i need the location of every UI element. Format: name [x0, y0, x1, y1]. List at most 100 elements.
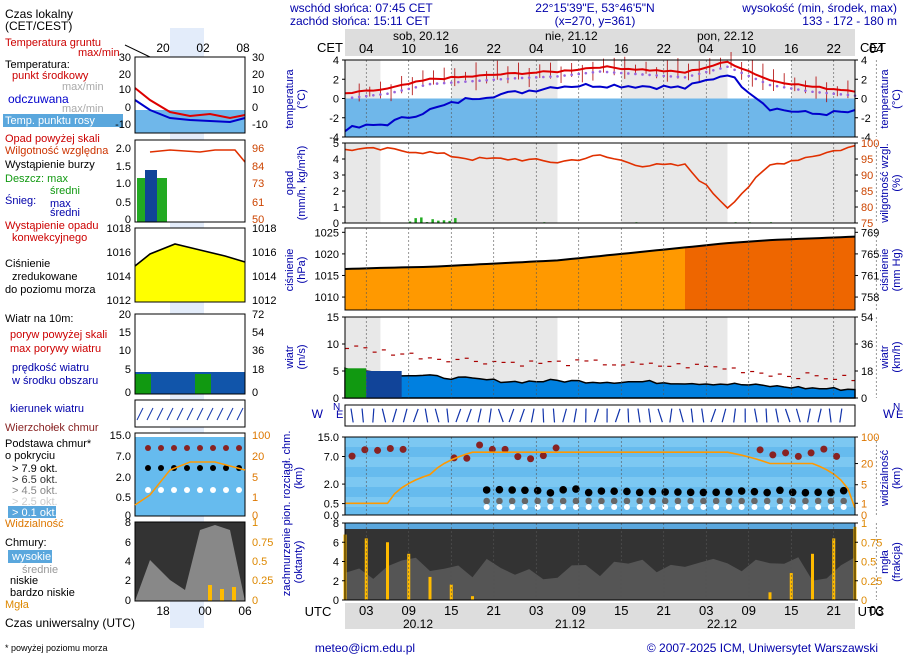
- legend-cloud-tick: 2.0: [116, 472, 131, 484]
- precip-tick: 5: [333, 138, 339, 150]
- cover-axis-label-right: mgła: [879, 549, 891, 574]
- legend-rh-tick: 96: [252, 143, 264, 155]
- wind-tick: 0: [333, 393, 339, 405]
- compass-e-left: E: [336, 409, 343, 421]
- legend-panel-frame: [134, 139, 246, 223]
- temperature-line: [344, 60, 856, 95]
- cloud-top-dot: [399, 445, 407, 453]
- legend-rh-tick: 61: [252, 197, 264, 209]
- legend-cloud-base-dot: [158, 465, 164, 471]
- rh-tick: 90: [861, 170, 873, 182]
- compass-n-left: N: [333, 402, 340, 413]
- legend-cloud-base-dot: [145, 465, 151, 471]
- legend-panel-frame: [134, 432, 246, 517]
- cloud-axis-label-right: (km): [891, 467, 903, 489]
- utc-tick-label: 21: [657, 603, 671, 618]
- cloud-base-dot-grey: [483, 497, 490, 505]
- cloud-base-dot-grey: [687, 497, 694, 505]
- cloud-base-dot-grey: [534, 497, 541, 505]
- cet-tick-label: 10: [572, 41, 586, 56]
- cloud-base-dot-black: [610, 487, 618, 496]
- legend-wind-arrow: [236, 407, 244, 421]
- wind-direction-arrow: [466, 408, 472, 423]
- wind-direction-arrow: [381, 408, 387, 423]
- wind-direction-arrow: [669, 408, 673, 423]
- cet-tick-label: 04: [869, 41, 883, 56]
- cloud-base-dot-white: [789, 504, 796, 510]
- night-band: [345, 143, 381, 223]
- cloud-top-dot: [361, 446, 369, 454]
- fog-tick: 1: [861, 518, 867, 530]
- legend-cloud-top-dot: [236, 445, 242, 451]
- cloud-base-dot-grey: [559, 497, 567, 505]
- temp-below-zero-fill: [345, 98, 855, 137]
- legend-wind-arrow: [166, 407, 174, 421]
- sensible-temp-dot: [591, 71, 595, 74]
- legend-wind-arrow: [186, 407, 194, 421]
- sensible-temp-dot: [499, 77, 503, 81]
- legend-pressure-tick-right: 1014: [252, 271, 276, 283]
- wind-direction-arrow: [839, 408, 843, 423]
- legend-wind-area: [135, 372, 245, 394]
- legend-snow: Śnieg:: [5, 194, 36, 207]
- legend-wind-kmh-tick: 18: [252, 364, 264, 376]
- fog-bar: [428, 576, 432, 600]
- legend-cloud-top-dot: [158, 445, 164, 451]
- cet-tick-label: 04: [359, 41, 373, 56]
- vis-tick: 5: [861, 480, 867, 492]
- legend-rain-mid: średni: [50, 185, 80, 197]
- sensible-temp-dot: [400, 89, 403, 92]
- sensible-temp-dot: [839, 93, 843, 96]
- night-band: [451, 143, 558, 223]
- cloud-base-dot-white: [623, 504, 630, 510]
- sensible-temp-dot: [605, 70, 609, 74]
- temp-left-tick: -4: [329, 132, 339, 144]
- legend-wind-tick: 15: [119, 327, 131, 339]
- cloud-base-dot-white: [713, 504, 720, 510]
- legend-fog: Mgła: [5, 599, 30, 611]
- cloud-base-dot-white: [483, 504, 490, 510]
- temp-right-tick: 2: [861, 74, 867, 86]
- legend-fog-tick: 0.5: [252, 556, 267, 568]
- temp-left-tick: -2: [329, 113, 339, 125]
- legend-local-tick: 02: [196, 41, 210, 55]
- legend-cloud-low-dot: [210, 487, 216, 493]
- fog-tick: 0.5: [861, 557, 876, 569]
- legend-dew-bg: [3, 114, 123, 127]
- wind-dir-panel-frame: [344, 404, 856, 427]
- legend-wind-kmh-tick: 36: [252, 345, 264, 357]
- cloud-top-dot: [463, 454, 471, 462]
- legend-wind-speed: prędkość wiatru: [12, 362, 89, 374]
- cloud-base-dot-black: [827, 488, 835, 497]
- cloud-base-dot-grey: [496, 497, 503, 505]
- sensible-temp-dot: [492, 78, 496, 82]
- visibility-line: [345, 451, 856, 509]
- pressure-tick: 1010: [315, 292, 339, 304]
- pressure-mmhg-tick: 769: [861, 227, 879, 239]
- cloud-band: [345, 457, 855, 467]
- cloud-base-dot-black: [584, 488, 593, 497]
- legend-precip-tick: 1.5: [116, 161, 131, 173]
- sensible-temp-dot: [414, 85, 418, 89]
- wind-speed-area-dark: [366, 371, 402, 398]
- legend-sensible-2: max/min: [62, 103, 104, 115]
- wind-direction-arrow: [455, 408, 462, 423]
- legend-cloud-tick: 15.0: [110, 430, 131, 442]
- legend-wind-arrow: [216, 407, 224, 421]
- wind-direction-arrow: [657, 408, 663, 423]
- legend-panel-frame: [134, 521, 246, 602]
- cloud-base-dot-white: [738, 504, 745, 510]
- wind-direction-arrow: [392, 408, 398, 423]
- fog-tick: 0: [861, 595, 867, 607]
- wind-axis-label-left: wiatr: [284, 345, 296, 370]
- legend-wind-area-green2: [195, 374, 211, 394]
- utc-tick-label: 03: [869, 603, 883, 618]
- legend-precip-tick: 0.5: [116, 197, 131, 209]
- cloud-top-dot: [756, 446, 764, 454]
- utc-tick-label: 09: [572, 603, 586, 618]
- rain-bar: [408, 221, 412, 223]
- legend-local-tick: 08: [236, 41, 250, 55]
- cloud-top-dot: [807, 449, 815, 457]
- cet-header-band: [345, 29, 855, 56]
- sensible-temp-dot: [832, 92, 836, 95]
